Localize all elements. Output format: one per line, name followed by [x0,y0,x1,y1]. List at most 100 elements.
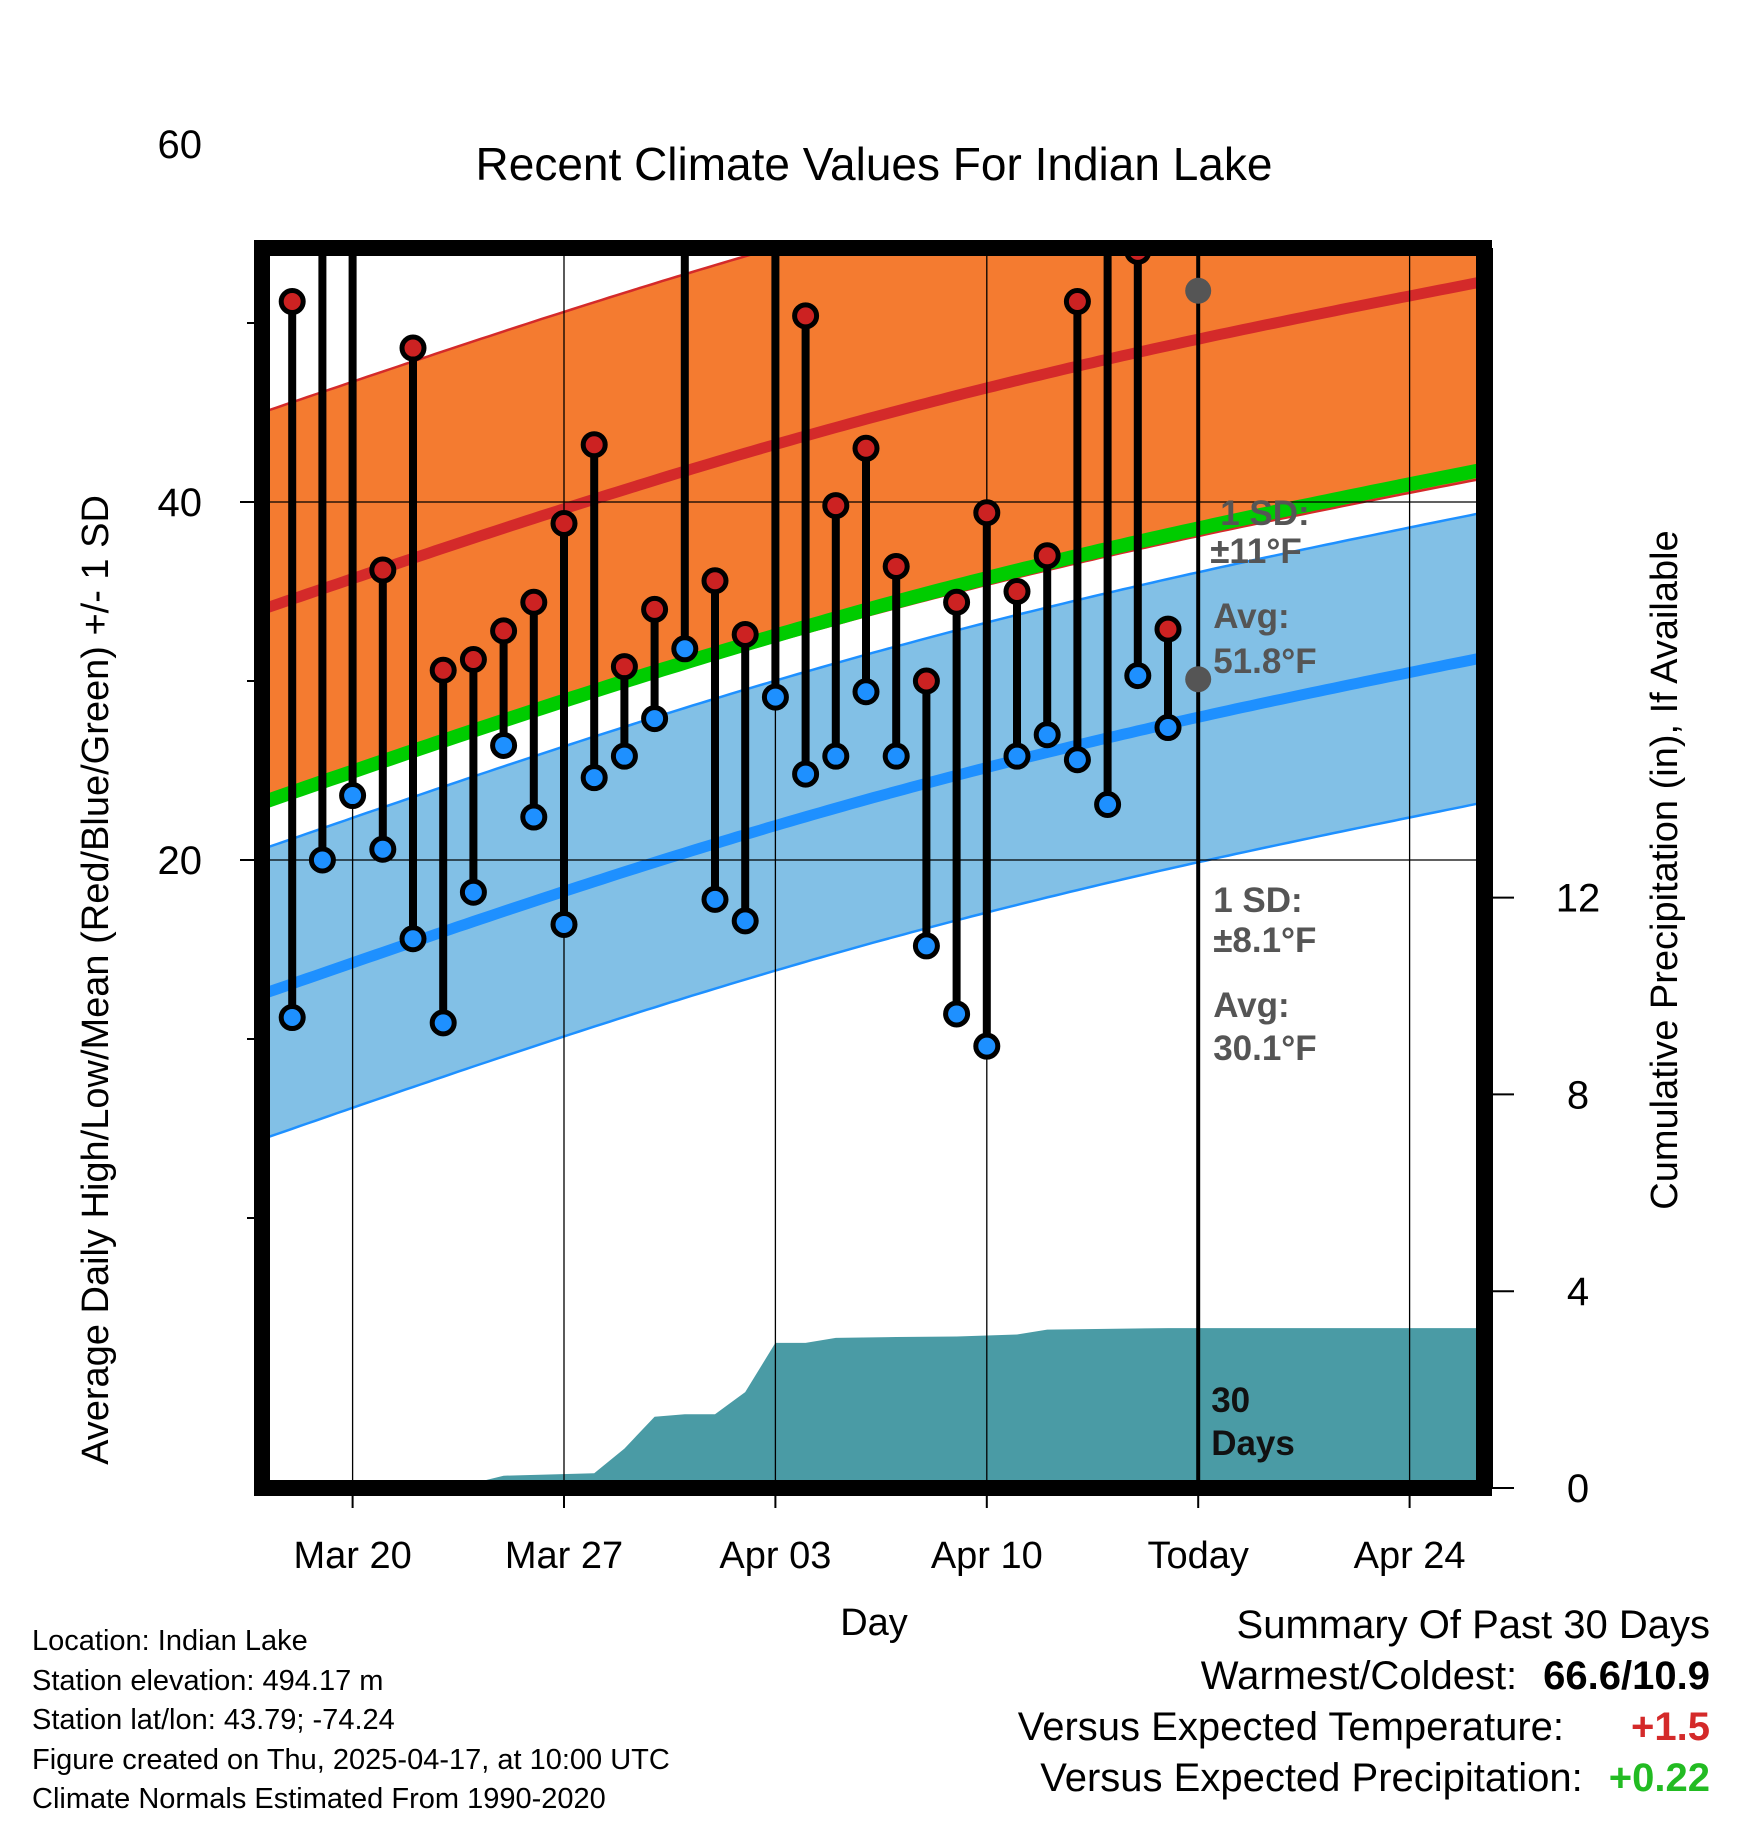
daily-low-point [399,925,427,953]
plot-content [262,15,1484,1488]
y-tick-label: 20 [158,839,203,883]
daily-low-point [550,910,578,938]
daily-high-point [369,556,397,584]
summary-temp-row: Versus Expected Temperature: +1.5 [1018,1702,1710,1753]
daily-high-point [1033,542,1061,570]
daily-low-point [1003,742,1031,770]
daily-high-point [520,588,548,616]
daily-high-point [822,492,850,520]
daily-low-point [701,885,729,913]
daily-high-point [490,617,518,645]
daily-high-point [610,653,638,681]
daily-high-point [580,431,608,459]
low-avg-value: 30.1°F [1213,1029,1317,1068]
chart-title: Recent Climate Values For Indian Lake [476,138,1273,190]
daily-high-point [1154,615,1182,643]
x-tick-label: Mar 20 [293,1535,411,1577]
daily-low-point [308,846,336,874]
summary-precip-row: Versus Expected Precipitation: +0.22 [1018,1753,1710,1804]
high-sd-value: ±11°F [1210,532,1302,571]
daily-high-point [311,15,333,37]
low-avg-label: Avg: [1213,986,1289,1025]
x-tick-label: Apr 03 [719,1535,831,1577]
daily-high-point [973,499,1001,527]
low-normal-band [262,511,1484,1141]
y2-axis-label: Cumulative Precipitation (in), If Availa… [1644,530,1686,1209]
plot-frame [254,240,1492,1496]
daily-high-point [852,434,880,462]
low-sd-label: 1 SD: [1213,881,1302,920]
daily-low-point [429,1009,457,1037]
y-tick-label: 40 [158,481,203,525]
daily-low-point [580,764,608,792]
daily-low-point [1094,791,1122,819]
daily-high-point [429,656,457,684]
daily-high-point [882,552,910,580]
daily-high-point [1003,578,1031,605]
daily-high-point [1097,86,1119,108]
daily-low-point [912,932,940,960]
y-tick-label: 60 [158,123,203,167]
daily-low-point [1033,721,1061,749]
latlon-text: Station lat/lon: 43.79; -74.24 [32,1704,395,1736]
daily-low-point [278,1004,306,1032]
cumulative-precip-area [262,1328,1484,1488]
temp-anomaly-value: +1.5 [1631,1705,1710,1749]
daily-low-point [1124,662,1152,690]
daily-low-point [792,760,820,788]
location-text: Location: Indian Lake [32,1625,308,1657]
daily-high-point [764,63,786,85]
daily-high-point [943,588,971,616]
daily-low-point [520,803,548,831]
x-tick-label: Apr 10 [931,1535,1043,1577]
y-axis-label: Average Daily High/Low/Mean (Red/Blue/Gr… [75,495,117,1465]
y2-tick-label: 12 [1556,877,1601,921]
y2-tick-label: 4 [1567,1270,1589,1314]
daily-low-point [973,1032,1001,1060]
summary-title: Summary Of Past 30 Days [1236,1603,1710,1647]
daily-low-point [1154,714,1182,742]
high-avg-label: Avg: [1213,597,1289,636]
high-avg-value: 51.8°F [1213,642,1317,681]
daily-high-point [701,567,729,595]
precip-anomaly-value: +0.22 [1608,1756,1710,1800]
x-tick-label: Apr 24 [1354,1535,1466,1577]
daily-low-point [671,635,699,663]
daily-low-point [610,742,638,770]
station-info: Location: Indian Lake Station elevation:… [32,1622,670,1820]
daily-low-point [822,742,850,770]
mean-normal-line [262,462,1484,810]
daily-low-point [459,878,487,906]
daily-high-point [641,595,669,623]
window-days-number: 30 [1211,1381,1250,1420]
daily-low-point [369,835,397,863]
warm-cold-value: 66.6/10.9 [1543,1654,1710,1698]
daily-low-point [641,705,669,733]
summary-warm-cold-row: Warmest/Coldest: 66.6/10.9 [1018,1651,1710,1702]
low-sd-value: ±8.1°F [1213,921,1316,960]
daily-low-point [852,678,880,706]
daily-high-point [912,667,940,695]
daily-low-point [731,907,759,935]
daily-high-point [342,86,364,108]
daily-high-point [550,509,578,537]
y2-tick-label: 0 [1567,1467,1589,1511]
daily-low-point [490,731,518,759]
today-low-avg-point [1185,666,1212,693]
low-normal-line [262,651,1484,1000]
created-text: Figure created on Thu, 2025-04-17, at 10… [32,1743,670,1776]
summary-panel: Summary Of Past 30 Days Warmest/Coldest:… [1018,1600,1710,1804]
daily-high-point [399,334,427,362]
daily-high-point [792,302,820,330]
daily-low-point [339,782,367,810]
today-high-avg-point [1185,277,1212,304]
window-days-unit: Days [1211,1424,1295,1463]
daily-low-point [761,683,789,711]
elevation-text: Station elevation: 494.17 m [32,1664,384,1697]
daily-high-point [278,288,306,316]
daily-low-point [1063,746,1091,774]
temp-anomaly-label: Versus Expected Temperature: [1017,1705,1564,1749]
daily-high-point [1063,288,1091,316]
